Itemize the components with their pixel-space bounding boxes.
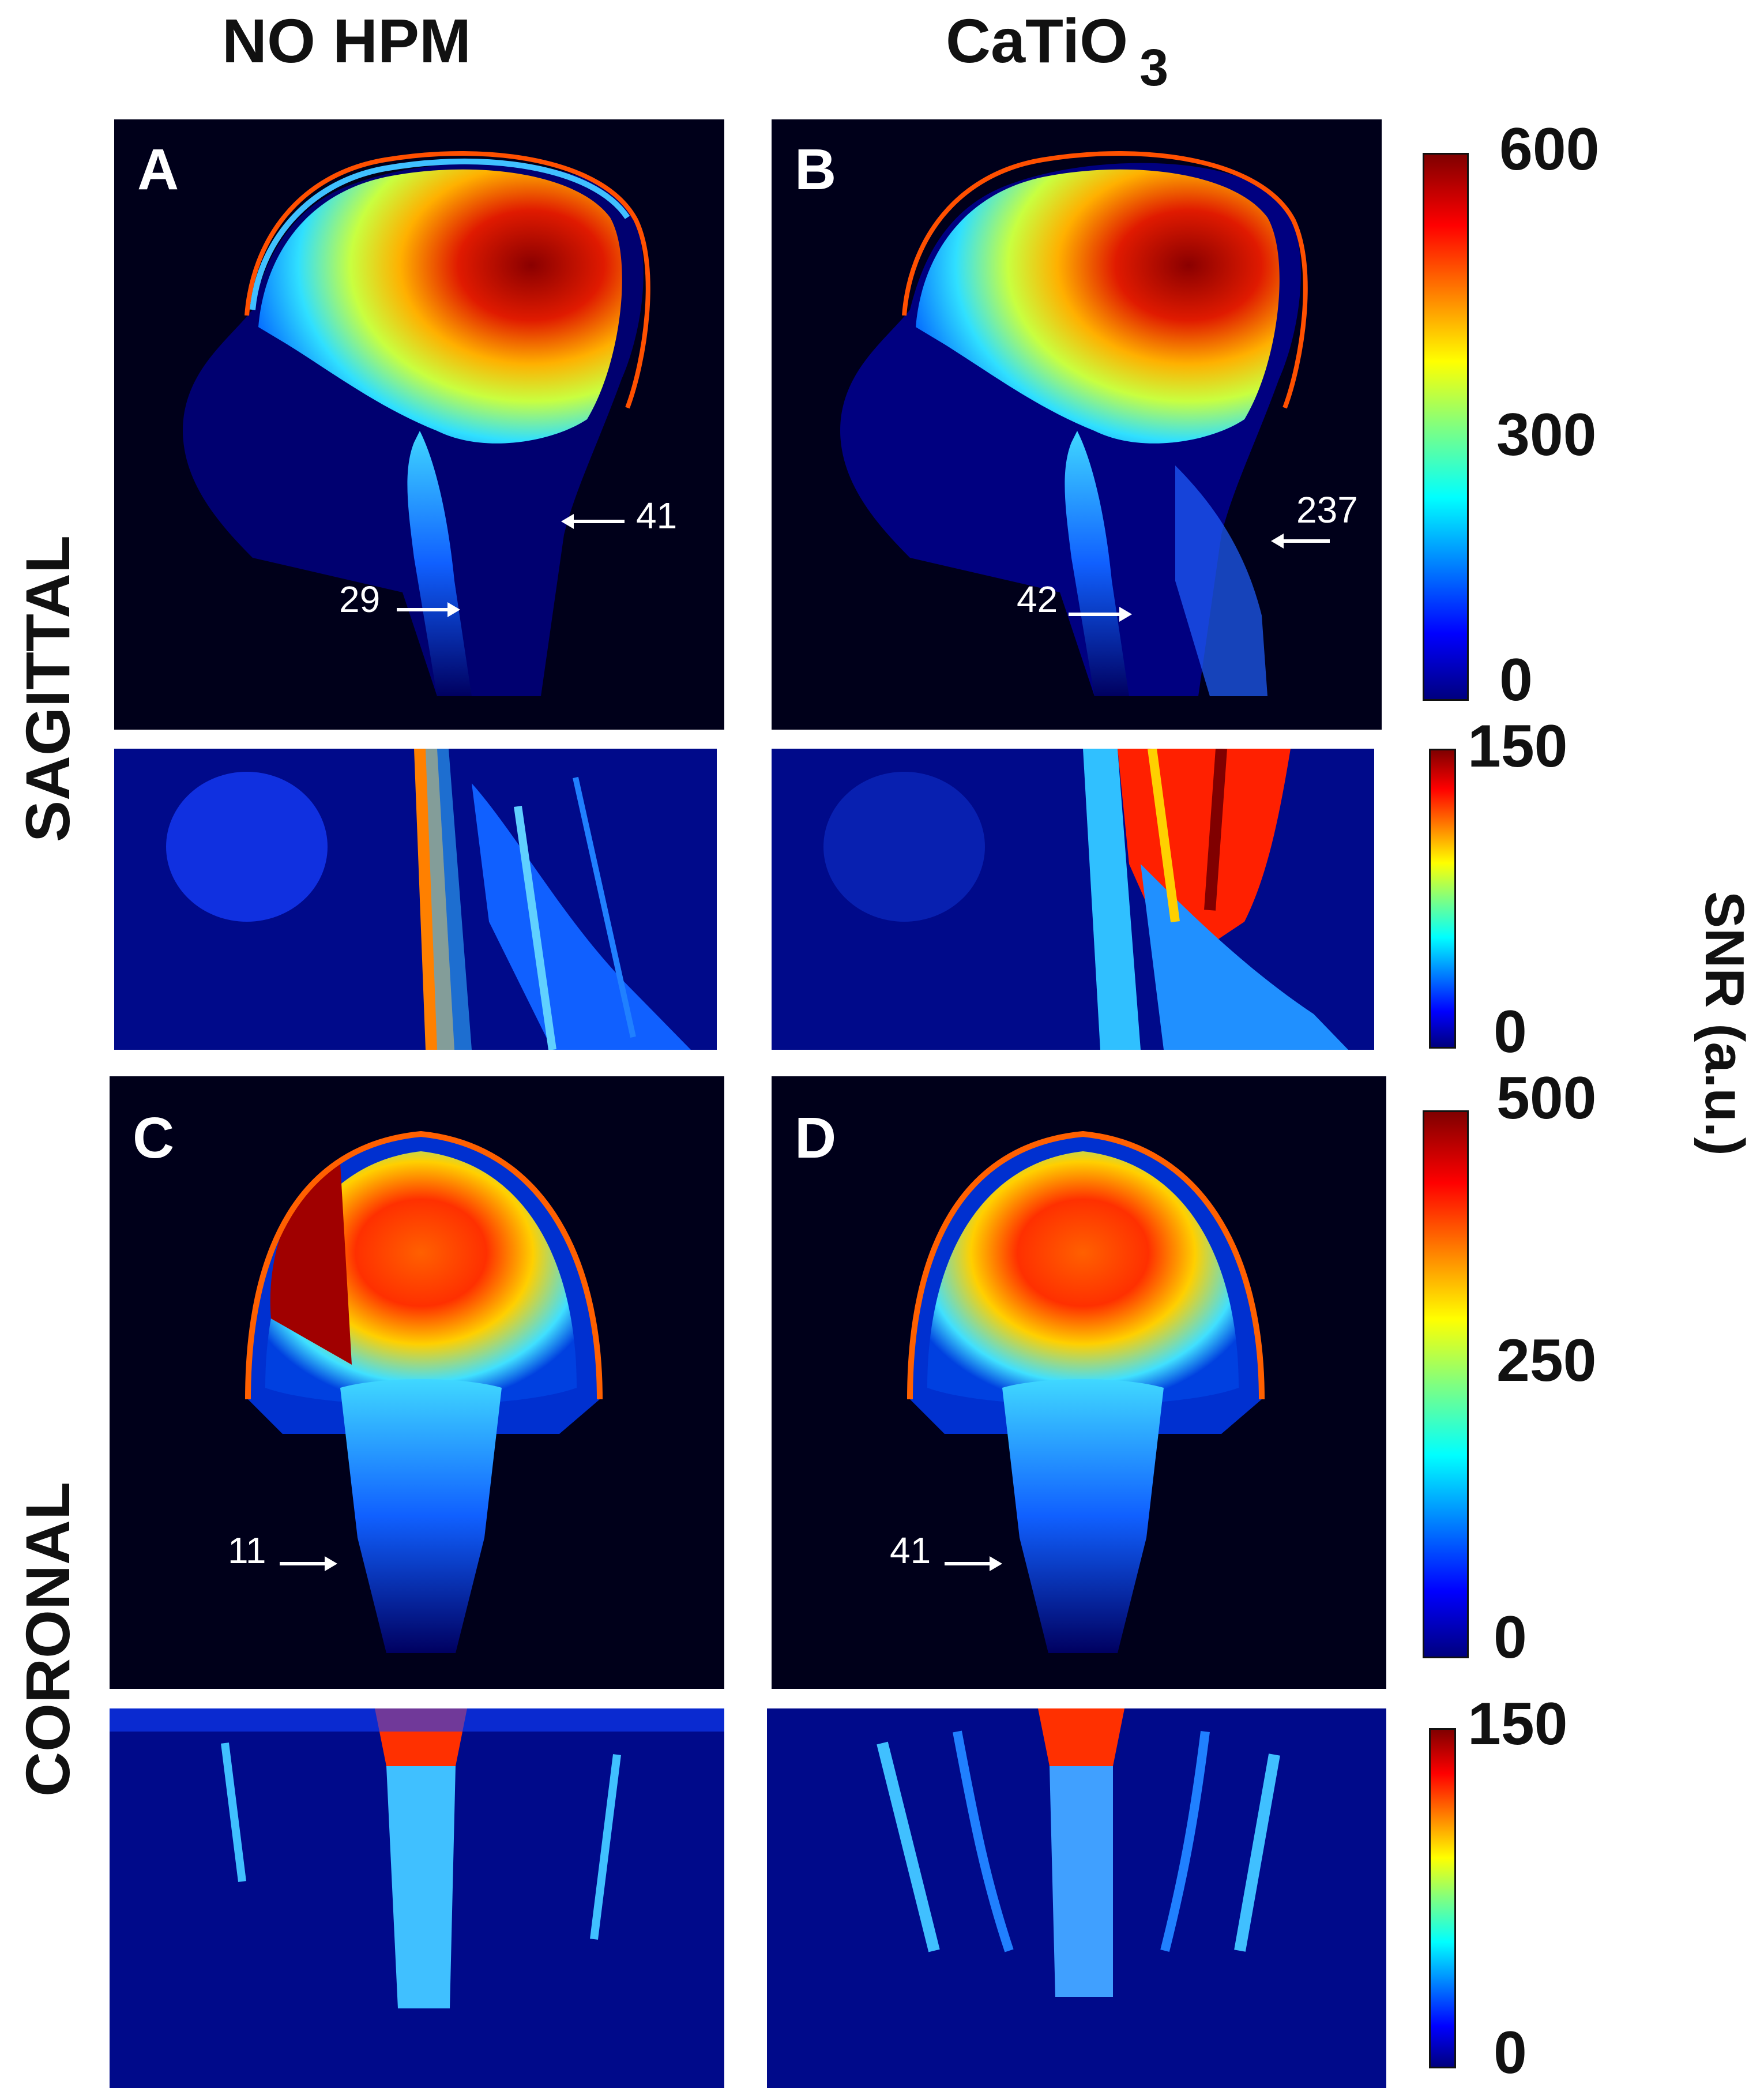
coronal-neck-mri-1 xyxy=(110,1708,724,2088)
colorbar-sagittal-neck xyxy=(1429,749,1456,1049)
arrow-head-icon-d xyxy=(990,1556,1002,1571)
arrow-icon-c xyxy=(280,1562,326,1565)
colorbar-sagittal-main xyxy=(1423,153,1469,701)
arrow-head-icon-a1 xyxy=(561,514,574,529)
column-title-catio-text: CaTiO xyxy=(946,6,1129,76)
colorbar1-min: 0 xyxy=(1499,647,1533,713)
colorbar1-max: 600 xyxy=(1499,116,1600,183)
colorbar3-max: 500 xyxy=(1496,1065,1597,1132)
row-title-sagittal: SAGITTAL xyxy=(13,535,82,842)
coronal-neck-strip-catio3 xyxy=(767,1708,1386,2088)
arrow-icon-b2 xyxy=(1069,613,1120,616)
row-title-coronal: CORONAL xyxy=(13,1482,82,1797)
coronal-neck-strip-no-hpm xyxy=(110,1708,724,2088)
colorbar-coronal-neck xyxy=(1429,1728,1456,2068)
column-title-catio3: CaTiO 3 xyxy=(946,5,1168,98)
sagittal-mri-b xyxy=(772,119,1382,730)
sagittal-neck-strip-no-hpm xyxy=(114,749,717,1050)
colorbar-axis-label: SNR (a.u.) xyxy=(1694,891,1755,1156)
annotation-a-29: 29 xyxy=(339,579,381,620)
sagittal-mri-a xyxy=(114,119,724,730)
panel-a-sagittal-image: A 41 29 xyxy=(114,119,724,730)
panel-letter-d: D xyxy=(795,1106,837,1170)
panel-b-sagittal-image: B 237 42 xyxy=(772,119,1382,730)
panel-letter-b: B xyxy=(795,137,837,202)
coronal-mri-c xyxy=(110,1076,724,1689)
panel-d-coronal-image: D 41 xyxy=(772,1076,1386,1689)
colorbar3-mid: 250 xyxy=(1496,1327,1597,1394)
arrow-icon-a2 xyxy=(397,608,449,611)
arrow-head-icon-c xyxy=(325,1556,337,1571)
coronal-mri-d xyxy=(772,1076,1386,1689)
colorbar3-min: 0 xyxy=(1494,1604,1527,1671)
annotation-c-11: 11 xyxy=(228,1530,266,1571)
arrow-icon-d xyxy=(945,1562,991,1565)
annotation-d-41: 41 xyxy=(890,1530,931,1571)
arrow-head-icon-b2 xyxy=(1119,607,1132,622)
arrow-head-icon-a2 xyxy=(447,602,460,617)
colorbar4-min: 0 xyxy=(1494,2019,1527,2086)
sagittal-neck-mri-1 xyxy=(114,749,717,1050)
annotation-a-41: 41 xyxy=(636,495,678,536)
column-title-subscript: 3 xyxy=(1139,39,1169,97)
panel-letter-a: A xyxy=(137,137,179,202)
coronal-neck-mri-2 xyxy=(767,1708,1386,2088)
colorbar1-mid: 300 xyxy=(1496,401,1597,468)
annotation-b-42: 42 xyxy=(1017,579,1058,620)
colorbar4-max: 150 xyxy=(1468,1691,1568,1757)
colorbar2-max: 150 xyxy=(1468,713,1568,780)
arrow-head-icon-b1 xyxy=(1271,534,1284,549)
annotation-b-237: 237 xyxy=(1296,489,1358,531)
column-title-no-hpm: NO HPM xyxy=(222,6,471,76)
colorbar-coronal-main xyxy=(1423,1110,1469,1658)
sagittal-neck-strip-catio3 xyxy=(772,749,1374,1050)
panel-c-coronal-image: C 11 xyxy=(110,1076,724,1689)
colorbar2-min: 0 xyxy=(1494,998,1527,1065)
sagittal-neck-mri-2 xyxy=(772,749,1374,1050)
arrow-icon-b1 xyxy=(1278,539,1330,543)
arrow-icon-a1 xyxy=(567,520,625,523)
panel-letter-c: C xyxy=(133,1106,175,1170)
